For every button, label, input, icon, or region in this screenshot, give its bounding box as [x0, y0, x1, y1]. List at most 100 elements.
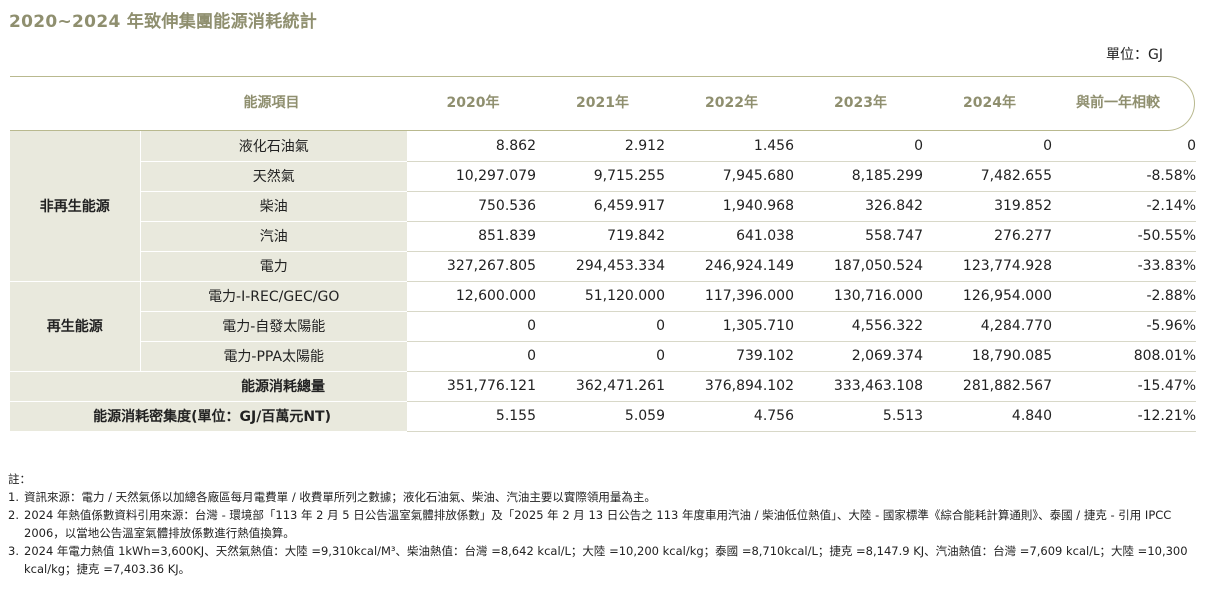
note-number: 2. — [8, 508, 19, 522]
cell: 327,267.805 — [407, 251, 536, 282]
cell: 641.038 — [665, 221, 794, 252]
cell: 1.456 — [665, 131, 794, 162]
row-label: 電力-I-REC/GEC/GO — [140, 281, 407, 312]
note-number: 1. — [8, 490, 19, 504]
cell: 0 — [536, 311, 665, 342]
note-item: 3. 2024 年電力熱值 1kWh=3,600KJ、天然氣熱值：大陸 =9,3… — [8, 542, 1200, 578]
row-label: 電力-自發太陽能 — [140, 311, 407, 342]
total-label: 能源消耗總量 — [10, 371, 407, 402]
cell: 117,396.000 — [665, 281, 794, 312]
header-year-2023: 2023年 — [834, 95, 887, 111]
cell: 319.852 — [923, 191, 1052, 222]
cell: 719.842 — [536, 221, 665, 252]
cell: 376,894.102 — [665, 371, 794, 402]
cell: 2.912 — [536, 131, 665, 162]
cell: 1,940.968 — [665, 191, 794, 222]
cell: 5.513 — [794, 401, 923, 432]
row-label: 天然氣 — [140, 161, 407, 192]
cell-compare: -50.55% — [1052, 221, 1196, 252]
cell: 126,954.000 — [923, 281, 1052, 312]
cell-compare: 0 — [1052, 131, 1196, 162]
cell: 750.536 — [407, 191, 536, 222]
cell: 187,050.524 — [794, 251, 923, 282]
cell: 10,297.079 — [407, 161, 536, 192]
cell: 7,482.655 — [923, 161, 1052, 192]
table-row-intensity: 能源消耗密集度(單位：GJ/百萬元NT) 5.155 5.059 4.756 5… — [10, 401, 1196, 432]
cell: 558.747 — [794, 221, 923, 252]
table-row: 天然氣 10,297.079 9,715.255 7,945.680 8,185… — [10, 161, 1196, 192]
row-label: 汽油 — [140, 221, 407, 252]
cell-compare: -5.96% — [1052, 311, 1196, 342]
notes-heading: 註： — [8, 472, 31, 486]
cell: 4,284.770 — [923, 311, 1052, 342]
note-text: 資訊來源：電力 / 天然氣係以加總各廠區每月電費單 / 收費單所列之數據；液化石… — [24, 490, 656, 504]
cell: 0 — [407, 311, 536, 342]
cell: 12,600.000 — [407, 281, 536, 312]
cell: 362,471.261 — [536, 371, 665, 402]
note-number: 3. — [8, 544, 19, 558]
cell: 739.102 — [665, 341, 794, 372]
cell: 1,305.710 — [665, 311, 794, 342]
cell-compare: 808.01% — [1052, 341, 1196, 372]
row-label: 柴油 — [140, 191, 407, 222]
cell: 294,453.334 — [536, 251, 665, 282]
cell: 0 — [536, 341, 665, 372]
note-item: 2. 2024 年熱值係數資料引用來源：台灣 - 環境部「113 年 2 月 5… — [8, 506, 1200, 542]
header-year-2024: 2024年 — [963, 95, 1016, 111]
intensity-label: 能源消耗密集度(單位：GJ/百萬元NT) — [10, 401, 407, 432]
header-year-2022: 2022年 — [705, 95, 758, 111]
table-row: 電力-自發太陽能 0 0 1,305.710 4,556.322 4,284.7… — [10, 311, 1196, 342]
group-nonrenewable: 非再生能源 — [10, 131, 141, 282]
header-compare: 與前一年相較 — [1076, 95, 1160, 111]
cell-compare: -12.21% — [1052, 401, 1196, 432]
header-item: 能源項目 — [243, 95, 300, 111]
unit-label: 單位：GJ — [1106, 47, 1163, 63]
row-label: 電力-PPA太陽能 — [140, 341, 407, 372]
cell: 0 — [923, 131, 1052, 162]
cell-compare: -8.58% — [1052, 161, 1196, 192]
energy-table: 非再生能源 液化石油氣 8.862 2.912 1.456 0 0 0 天然氣 … — [10, 131, 1196, 432]
note-text: 2024 年電力熱值 1kWh=3,600KJ、天然氣熱值：大陸 =9,310k… — [24, 544, 1188, 576]
header-year-2021: 2021年 — [576, 95, 629, 111]
cell: 851.839 — [407, 221, 536, 252]
cell-compare: -33.83% — [1052, 251, 1196, 282]
table-row-total: 能源消耗總量 351,776.121 362,471.261 376,894.1… — [10, 371, 1196, 402]
row-label: 液化石油氣 — [140, 131, 407, 162]
cell: 18,790.085 — [923, 341, 1052, 372]
table-row: 汽油 851.839 719.842 641.038 558.747 276.2… — [10, 221, 1196, 252]
cell: 4.840 — [923, 401, 1052, 432]
notes: 註： 1. 資訊來源：電力 / 天然氣係以加總各廠區每月電費單 / 收費單所列之… — [8, 470, 1200, 578]
note-item: 1. 資訊來源：電力 / 天然氣係以加總各廠區每月電費單 / 收費單所列之數據；… — [8, 488, 1200, 506]
cell: 326.842 — [794, 191, 923, 222]
table-row: 再生能源 電力-I-REC/GEC/GO 12,600.000 51,120.0… — [10, 281, 1196, 372]
cell: 2,069.374 — [794, 341, 923, 372]
cell: 0 — [407, 341, 536, 372]
cell-compare: -15.47% — [1052, 371, 1196, 402]
cell: 246,924.149 — [665, 251, 794, 282]
table-header: 能源項目 2020年 2021年 2022年 2023年 2024年 與前一年相… — [10, 76, 1195, 131]
cell: 8.862 — [407, 131, 536, 162]
cell: 281,882.567 — [923, 371, 1052, 402]
table-row: 柴油 750.536 6,459.917 1,940.968 326.842 3… — [10, 191, 1196, 222]
cell: 51,120.000 — [536, 281, 665, 312]
cell: 351,776.121 — [407, 371, 536, 402]
group-renewable: 再生能源 — [10, 281, 141, 372]
cell: 5.059 — [536, 401, 665, 432]
cell: 4.756 — [665, 401, 794, 432]
cell: 9,715.255 — [536, 161, 665, 192]
row-label: 電力 — [140, 251, 407, 282]
cell: 7,945.680 — [665, 161, 794, 192]
cell: 276.277 — [923, 221, 1052, 252]
page-title: 2020~2024 年致伸集團能源消耗統計 — [9, 12, 318, 32]
cell: 130,716.000 — [794, 281, 923, 312]
cell: 8,185.299 — [794, 161, 923, 192]
cell-compare: -2.88% — [1052, 281, 1196, 312]
cell: 5.155 — [407, 401, 536, 432]
cell: 333,463.108 — [794, 371, 923, 402]
table-row: 非再生能源 液化石油氣 8.862 2.912 1.456 0 0 0 — [10, 131, 1196, 282]
table-row: 電力-PPA太陽能 0 0 739.102 2,069.374 18,790.0… — [10, 341, 1196, 372]
cell: 4,556.322 — [794, 311, 923, 342]
cell: 6,459.917 — [536, 191, 665, 222]
header-year-2020: 2020年 — [446, 95, 500, 111]
cell: 123,774.928 — [923, 251, 1052, 282]
